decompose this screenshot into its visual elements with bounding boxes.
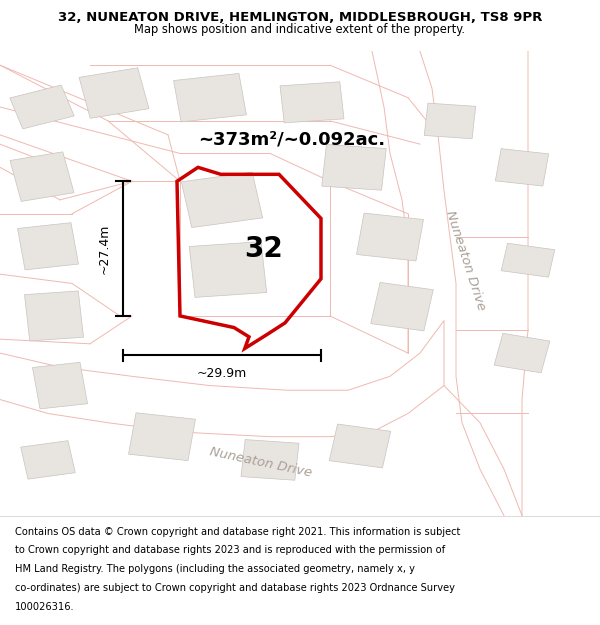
Text: ~373m²/~0.092ac.: ~373m²/~0.092ac. — [198, 131, 385, 149]
Bar — [494, 333, 550, 373]
Text: Contains OS data © Crown copyright and database right 2021. This information is : Contains OS data © Crown copyright and d… — [15, 526, 460, 536]
Text: 32: 32 — [245, 234, 283, 262]
Text: ~27.4m: ~27.4m — [98, 223, 111, 274]
Text: Nuneaton Drive: Nuneaton Drive — [209, 445, 313, 479]
Bar — [241, 439, 299, 480]
Text: 100026316.: 100026316. — [15, 602, 74, 612]
Text: HM Land Registry. The polygons (including the associated geometry, namely x, y: HM Land Registry. The polygons (includin… — [15, 564, 415, 574]
Bar — [356, 213, 424, 261]
Bar — [25, 291, 83, 341]
Bar — [17, 222, 79, 270]
Bar — [32, 362, 88, 409]
Bar — [10, 152, 74, 201]
Bar — [21, 441, 75, 479]
Bar — [128, 412, 196, 461]
Bar — [371, 282, 433, 331]
Bar — [280, 82, 344, 123]
Text: to Crown copyright and database rights 2023 and is reproduced with the permissio: to Crown copyright and database rights 2… — [15, 546, 445, 556]
Bar — [322, 144, 386, 190]
Bar — [10, 85, 74, 129]
Bar — [329, 424, 391, 468]
Text: Nuneaton Drive: Nuneaton Drive — [443, 209, 487, 312]
Text: ~29.9m: ~29.9m — [197, 367, 247, 380]
Bar — [501, 243, 555, 277]
Bar — [189, 242, 267, 298]
Bar — [181, 172, 263, 227]
Bar — [424, 103, 476, 139]
Text: Map shows position and indicative extent of the property.: Map shows position and indicative extent… — [134, 23, 466, 36]
Text: 32, NUNEATON DRIVE, HEMLINGTON, MIDDLESBROUGH, TS8 9PR: 32, NUNEATON DRIVE, HEMLINGTON, MIDDLESB… — [58, 11, 542, 24]
Bar — [496, 149, 548, 186]
Bar — [79, 68, 149, 118]
Bar — [173, 74, 247, 122]
Text: co-ordinates) are subject to Crown copyright and database rights 2023 Ordnance S: co-ordinates) are subject to Crown copyr… — [15, 583, 455, 593]
